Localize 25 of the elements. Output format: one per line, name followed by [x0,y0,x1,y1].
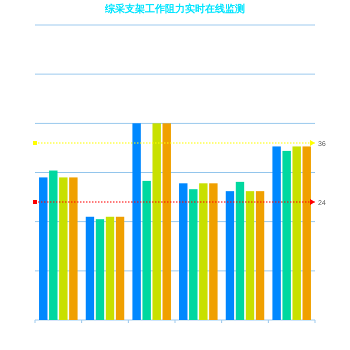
bar [106,216,114,320]
bar [292,146,301,320]
bar [96,219,104,320]
bar [39,177,48,320]
bar [282,150,291,320]
bar [236,182,244,320]
bar [256,191,264,320]
bar [246,191,254,320]
bar [302,146,311,320]
bar [189,189,198,320]
bar [209,183,218,320]
bar [272,146,281,320]
bar [142,180,151,320]
bar [162,123,171,320]
title: 综采支架工作阻力实时在线监测 [105,4,245,15]
bar [226,191,234,320]
bar [116,216,124,320]
bar [86,216,94,320]
bar [49,170,58,320]
bar [179,183,188,320]
bar [199,183,208,320]
bar [69,177,78,320]
bar [132,123,141,320]
bar [59,177,68,320]
bar [152,123,161,320]
